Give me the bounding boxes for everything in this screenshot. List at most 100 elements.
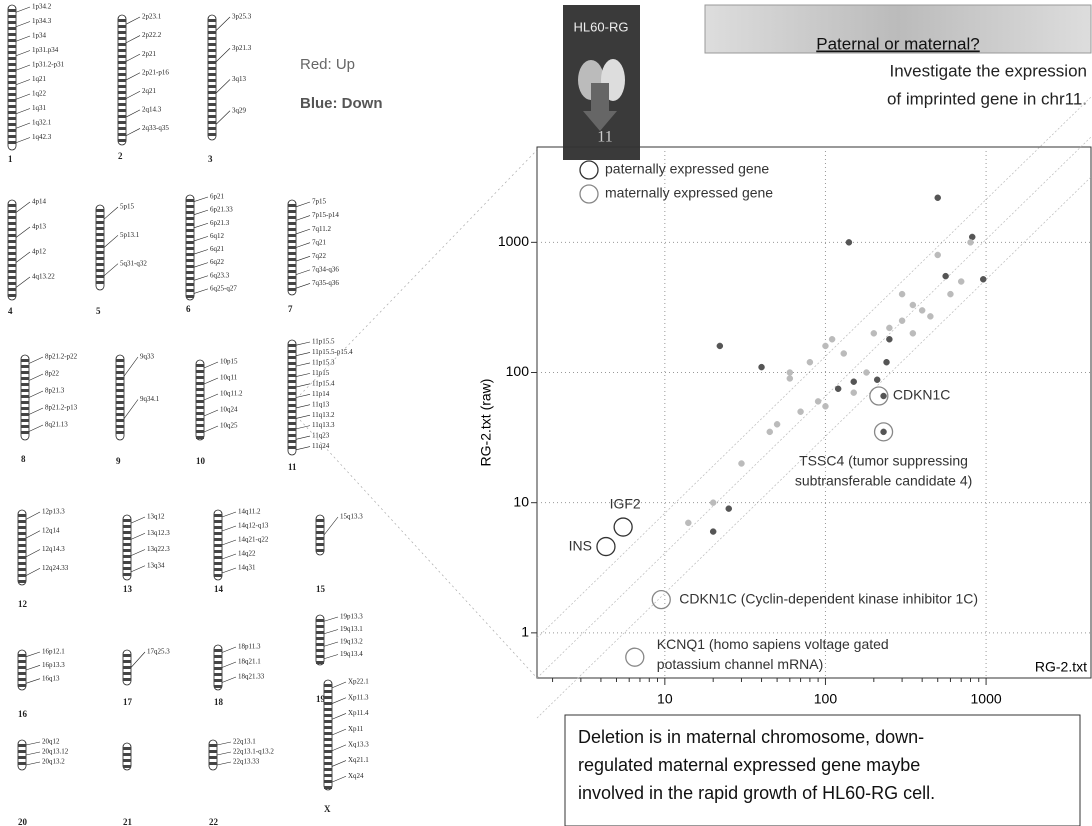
chromosome-band [18,544,26,547]
band-pointer [103,206,119,220]
chromosome-band [288,428,296,431]
chromosome-band [186,235,194,238]
band-pointer [15,122,31,129]
chromosome-band [214,667,222,670]
band-pointer [295,352,311,356]
band-label: 2q33-q35 [142,124,169,132]
band-pointer [295,283,311,289]
chromosome-band [8,87,16,90]
chromosome-number: 10 [196,456,206,466]
chromosome-band [8,129,16,132]
gene-dot [766,428,774,436]
chromosome-band [214,679,222,682]
band-label: 7p15-p14 [312,211,339,219]
chromosome-band [8,33,16,36]
chromosome-band [288,398,296,401]
chromosome-band [196,364,204,367]
chromosome-band [18,756,26,759]
chromosome [207,14,217,141]
gene-label: subtransferable candidate 4) [795,473,972,489]
band-pointer [295,446,311,451]
chromosome-band [324,696,332,699]
diagonal-guide [536,176,1092,719]
chromosome-band [208,31,216,34]
band-pointer [25,741,41,746]
chromosome-band [288,404,296,407]
chromosome-band [196,424,204,427]
band-pointer [323,616,339,622]
chromosome-band [196,388,204,391]
chromosome-band [324,702,332,705]
conclusion-line: Deletion is in maternal chromosome, down… [578,727,924,747]
chromosome-band [288,440,296,443]
chromosome-band [18,520,26,523]
chromosome-band [96,269,104,272]
chromosome-band [96,227,104,230]
band-pointer [295,383,311,388]
y-axis-label: RG-2.txt (raw) [478,379,494,467]
x-axis-label: RG-2.txt [1035,659,1087,675]
band-label: 11p15.3 [312,359,335,367]
chromosome-band [288,362,296,365]
band-label: 16q13 [42,674,60,682]
chromosome-band [18,684,26,687]
chromosome-band [118,109,126,112]
gene-dot [909,330,917,337]
chromosome-band [8,135,16,138]
chromosome-band [324,744,332,747]
band-pointer [25,678,41,684]
gene-dot [822,403,829,410]
band-label: 11q24 [312,442,330,450]
chromosome-band [116,377,124,380]
band-pointer [203,409,219,417]
chromosome-band [8,21,16,24]
band-pointer [25,549,41,558]
chromosome-band [288,276,296,279]
chromosome-band [288,264,296,267]
band-label: 3p25.3 [232,13,252,21]
band-label: Xp11.3 [348,693,369,701]
chromosome-band [123,765,131,768]
banner-text: Paternal or maternal? [816,34,979,53]
chromosome-band [18,762,26,765]
gene-dot [968,233,976,241]
band-pointer [295,256,311,262]
band-label: 10q11 [220,374,238,382]
chromosome-band [208,103,216,106]
band-pointer [25,761,41,766]
gene-label: CDKN1C (Cyclin-dependent kinase inhibito… [679,590,978,606]
x-tick-label: 10 [657,691,673,707]
chromosome-band [18,556,26,559]
chromosome-band [18,532,26,535]
chromosome-number: 14 [214,584,224,594]
band-label: 8p21.2-p22 [45,353,78,361]
chromosome-band [324,708,332,711]
band-label: 5q31-q32 [120,259,147,267]
band-pointer [125,72,141,81]
band-pointer [331,760,347,767]
band-pointer [215,79,231,94]
band-pointer [323,629,339,635]
band-pointer [331,776,347,783]
band-label: 6q25-q27 [210,284,237,292]
chromosome-band [288,344,296,347]
chromosome-band [116,419,124,422]
band-label: 1p34.2 [32,3,52,11]
band-label: 1p34.3 [32,17,52,25]
band-label: 7p15 [312,198,327,206]
chromosome-band [214,574,222,577]
chromosome-band [214,526,222,529]
chromosome-band [96,233,104,236]
band-label: Xp11.4 [348,709,369,717]
gene-circle [596,536,616,557]
gene-dot [883,358,890,366]
chromosome-band [18,580,26,583]
chromosome-band [209,750,217,753]
band-pointer [103,235,119,248]
note-line: of imprinted gene in chr11. [887,89,1087,108]
band-pointer [193,262,209,268]
band-pointer [15,226,31,238]
band-label: 19q13.1 [340,625,363,633]
chromosome-band [116,407,124,410]
chromosome-number: 11 [288,462,297,472]
